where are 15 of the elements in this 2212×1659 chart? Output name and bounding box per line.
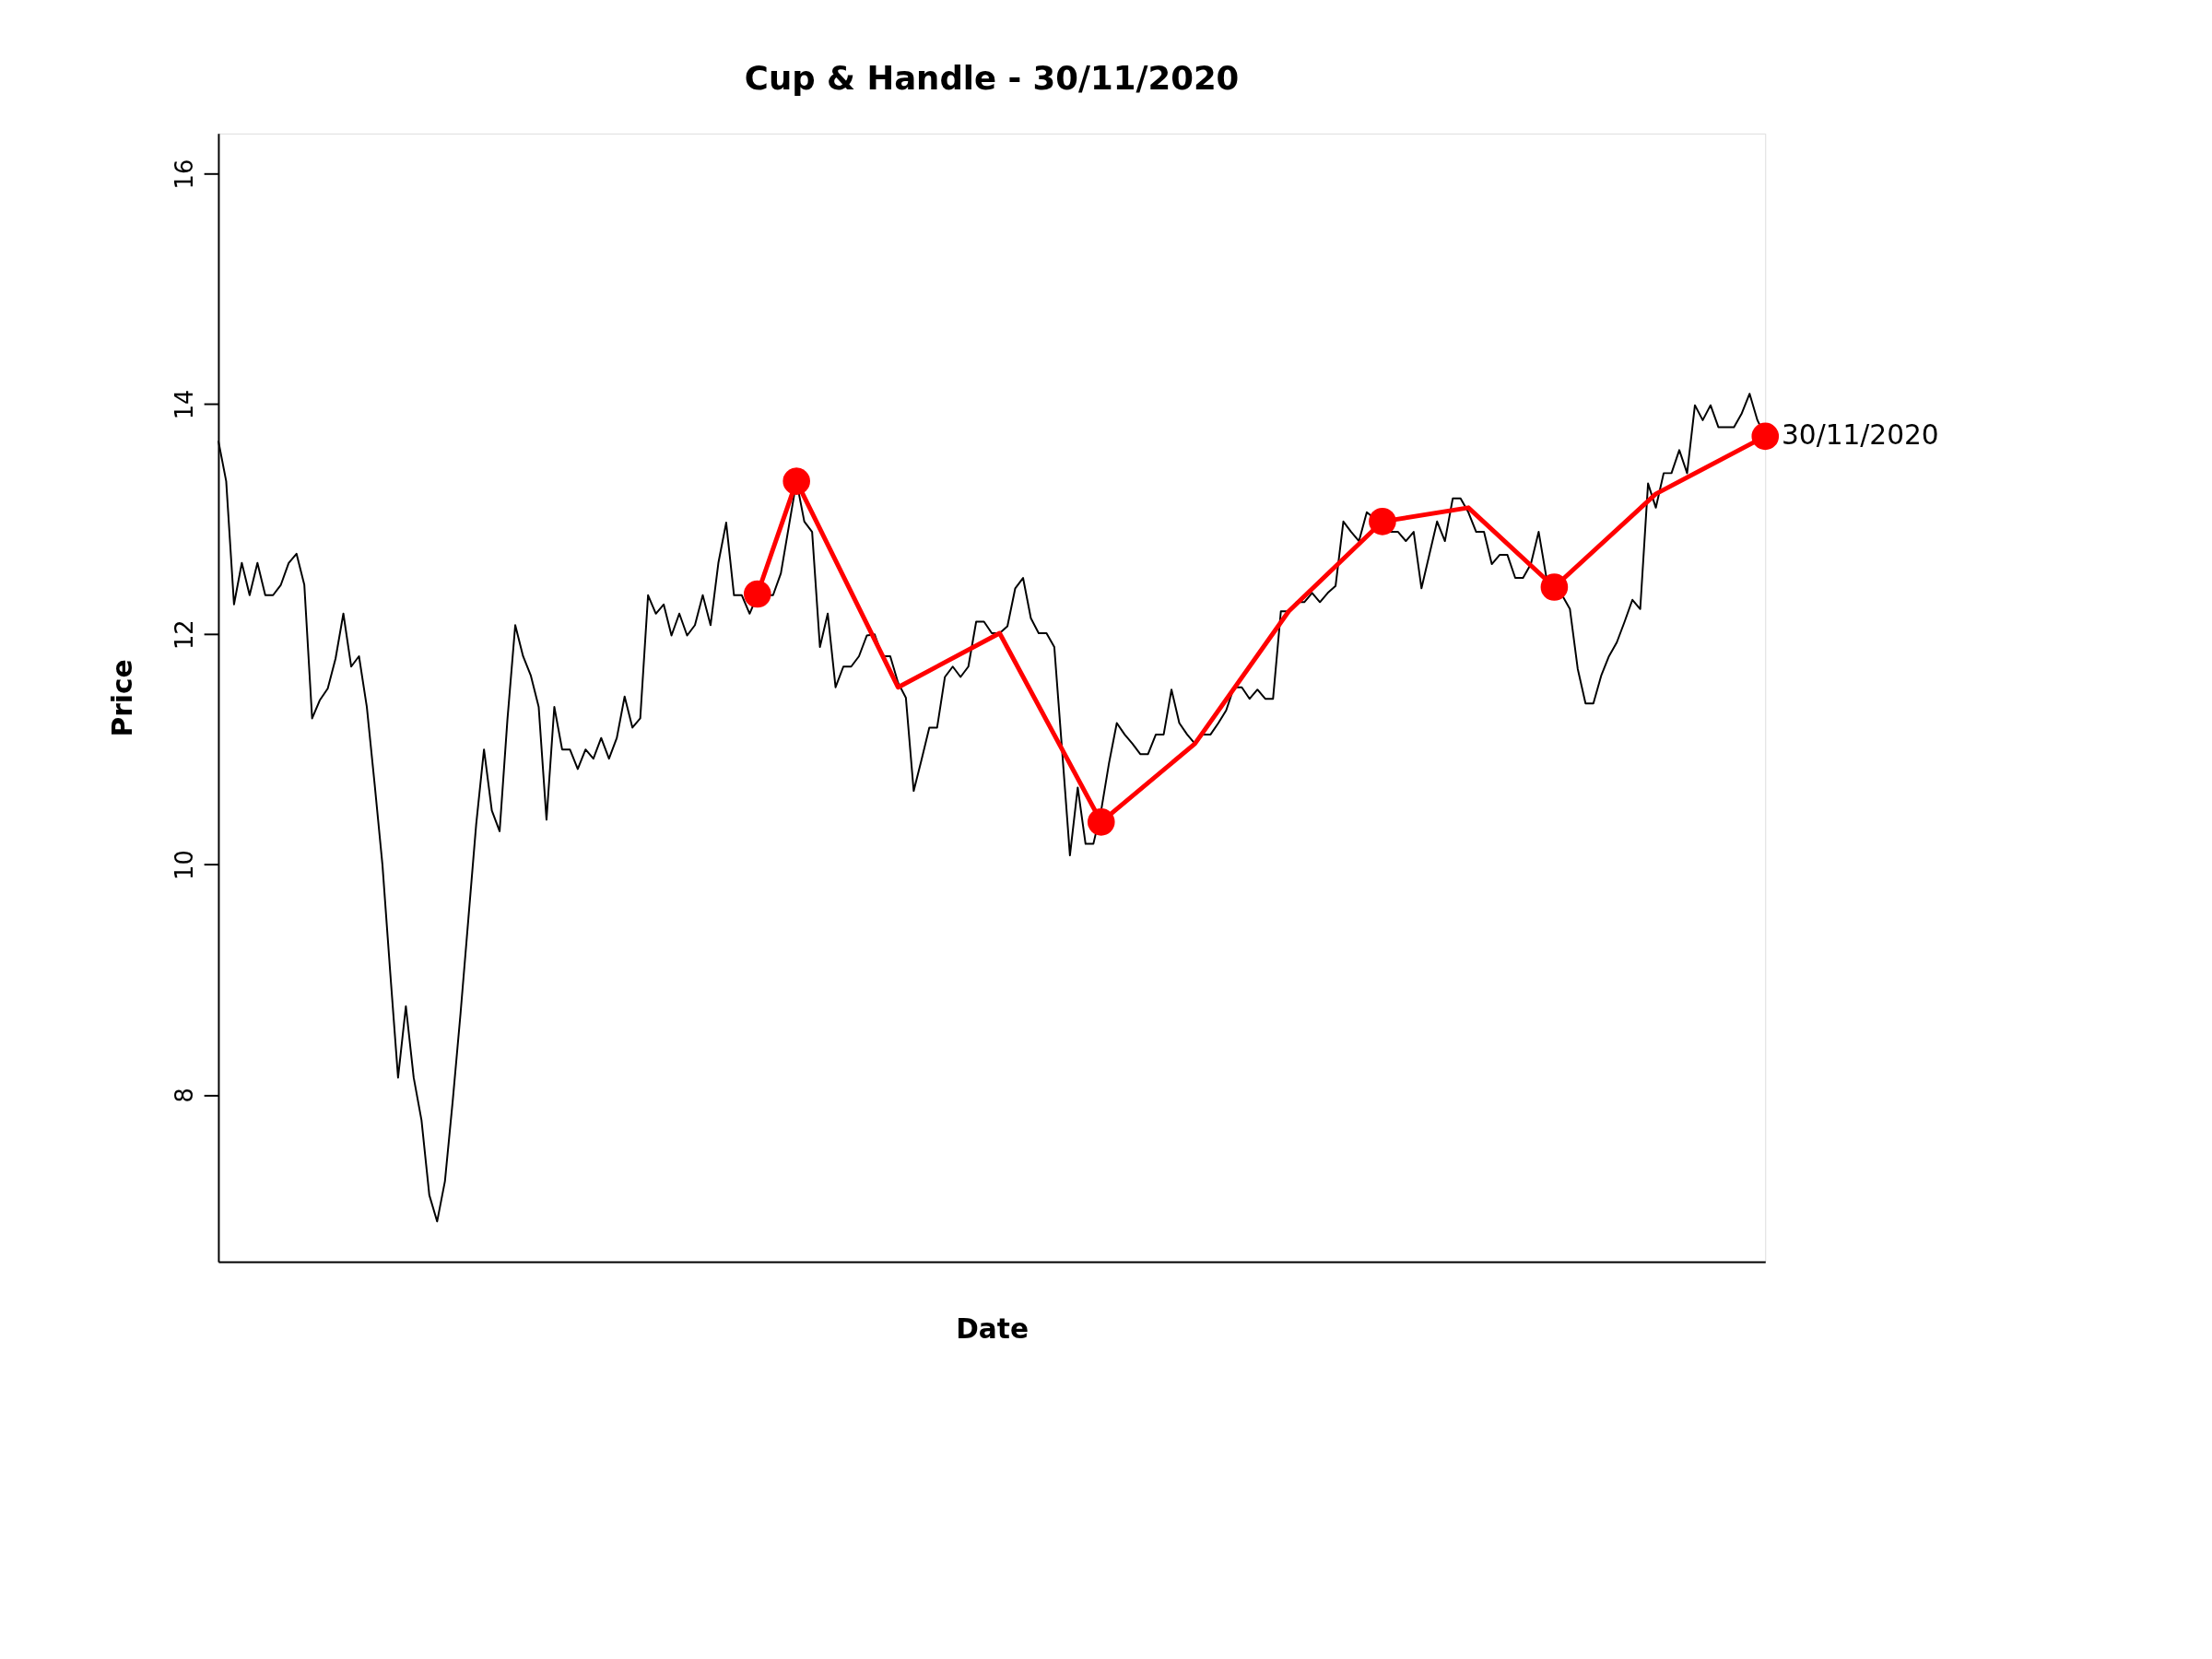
text: 30/11/2020: [1782, 419, 1939, 452]
y-tick-label: 8: [170, 1088, 198, 1103]
point: [1540, 573, 1569, 601]
chart-title: Cup & Handle - 30/11/2020: [744, 59, 1240, 98]
point: [782, 467, 810, 495]
point: [1751, 422, 1780, 451]
x-axis-title: Date: [956, 1313, 1029, 1346]
point: [1087, 808, 1115, 836]
y-axis-title: Price: [106, 659, 138, 737]
y-tick-label: 14: [170, 389, 198, 420]
point: [1369, 508, 1396, 535]
y-tick-label: 16: [170, 159, 198, 190]
point: [744, 580, 771, 608]
y-tick-label: 12: [170, 619, 198, 651]
y-tick-label: 10: [170, 850, 198, 880]
